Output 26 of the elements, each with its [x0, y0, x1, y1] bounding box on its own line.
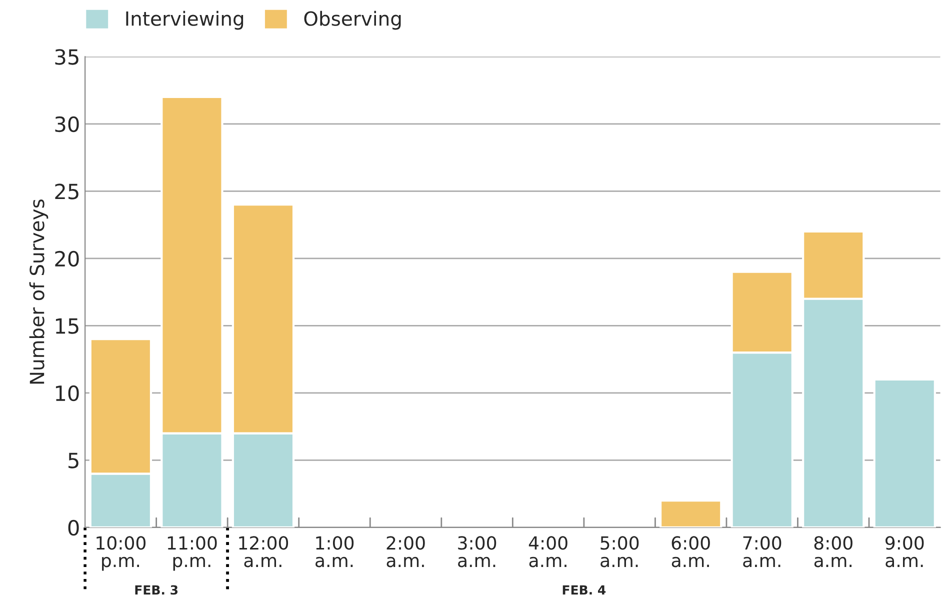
text: FEB. 3: [135, 585, 178, 595]
x-tick-label: 7:00 a.m.: [743, 536, 782, 568]
y-tick-label: 10: [56, 385, 79, 402]
y-tick-label: 5: [68, 452, 78, 468]
text: FEB. 4: [562, 585, 606, 594]
y-tick-label: 20: [55, 250, 79, 267]
y-tick-label: 30: [55, 116, 79, 132]
x-tick-label: 3:00 a.m.: [458, 536, 496, 568]
x-tick-label: 10:00 p.m.: [96, 536, 146, 571]
legend-label: Observing: [304, 10, 401, 30]
x-tick-label: 1:00 a.m.: [316, 536, 354, 568]
y-axis-title: Number of Surveys: [29, 200, 48, 384]
legend-label: Interviewing: [126, 10, 244, 30]
x-tick-label: 4:00 a.m.: [528, 536, 568, 568]
y-tick-label: 35: [55, 49, 78, 65]
y-tick-label: 0: [68, 520, 79, 536]
x-tick-label: 9:00 a.m.: [886, 536, 924, 568]
x-tick-label: 5:00 a.m.: [600, 536, 639, 568]
x-tick-label: 6:00 a.m.: [672, 536, 710, 568]
y-tick-label: 25: [55, 184, 78, 200]
x-tick-label: 12:00 a.m.: [239, 536, 288, 568]
x-tick-label: 8:00 a.m.: [814, 536, 852, 568]
x-tick-label: 2:00 a.m.: [386, 536, 425, 568]
y-tick-label: 15: [56, 318, 78, 334]
bar: [660, 500, 722, 528]
x-tick-label: 11:00 p.m.: [168, 536, 217, 571]
